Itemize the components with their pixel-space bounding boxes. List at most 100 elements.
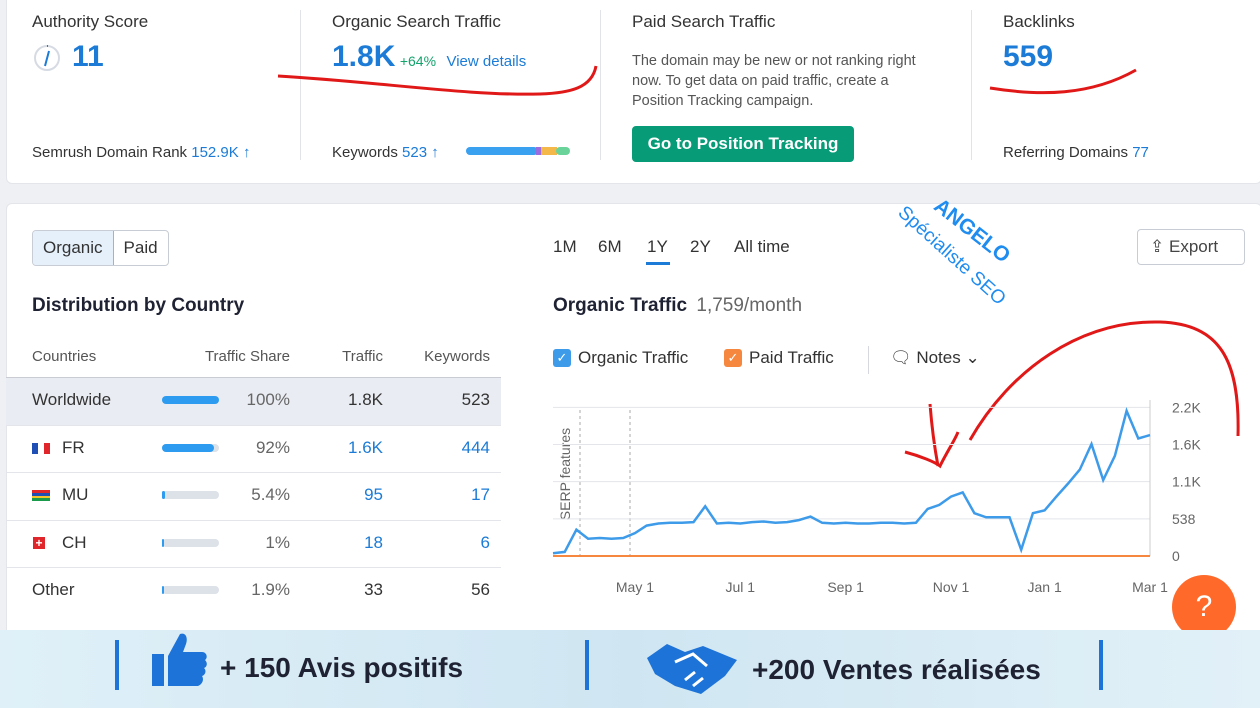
table-row[interactable] <box>6 519 501 568</box>
table-row[interactable] <box>6 472 501 520</box>
column-header: Traffic Share <box>204 348 290 365</box>
footer-value[interactable]: 523 ↑ <box>402 144 439 161</box>
traffic: 33 <box>364 580 383 599</box>
traffic[interactable]: 1.6K <box>348 437 383 457</box>
tab[interactable]: Organic <box>33 231 114 265</box>
metric-footer: Semrush Domain Rank 152.9K ↑ <box>32 144 250 161</box>
period-option[interactable]: 2Y <box>690 237 711 256</box>
country-name: MU <box>62 485 89 504</box>
metric-footer: Referring Domains 77 <box>1003 144 1149 161</box>
flag-part <box>32 490 50 493</box>
notes-label: Notes <box>916 348 961 367</box>
banner <box>0 630 1260 708</box>
help-button[interactable]: ? <box>1172 575 1236 639</box>
share-label: 100% <box>246 390 290 409</box>
legend-checkbox[interactable]: ✓ <box>724 349 742 367</box>
banner-divider <box>1099 640 1103 690</box>
notes-icon: 🗨 <box>890 348 912 367</box>
footer-label: Referring Domains <box>1003 144 1129 161</box>
column-header: Countries <box>32 348 97 365</box>
keywords-bar <box>466 147 570 155</box>
series-line <box>552 407 1151 555</box>
share-track <box>162 538 219 547</box>
period-option[interactable]: All time <box>734 237 790 256</box>
tab-group: Organic Paid <box>32 230 169 266</box>
period-option[interactable]: 1Y <box>647 237 668 256</box>
table-row[interactable] <box>6 377 501 425</box>
traffic[interactable]: 95 <box>364 485 383 504</box>
footer-value[interactable]: 152.9K ↑ <box>191 144 251 161</box>
side-label: SERP features <box>557 428 573 520</box>
scribble <box>989 68 1137 95</box>
notes-button[interactable]: 🗨 Notes ⌄ <box>890 348 980 367</box>
legend-label[interactable]: Organic Traffic <box>578 348 689 367</box>
traffic[interactable]: 18 <box>364 532 383 552</box>
export-icon: ⇪ <box>1150 237 1165 256</box>
share-label: 1% <box>265 532 290 552</box>
period-option[interactable]: 1M <box>553 237 577 256</box>
banner-divider <box>585 640 589 690</box>
footer-value[interactable]: 77 <box>1132 144 1149 161</box>
tab[interactable]: Paid <box>123 238 158 257</box>
share-bar <box>162 586 164 594</box>
traffic: 1.8K <box>348 390 383 409</box>
keywords: 56 <box>471 580 490 599</box>
country-name: CH <box>62 532 87 552</box>
share-bar <box>162 396 219 404</box>
chart-title: Organic Traffic <box>553 295 688 316</box>
divider <box>971 10 972 160</box>
scribble <box>904 320 1240 469</box>
x-tick-label: Jul 1 <box>726 579 756 595</box>
period-option[interactable]: 6M <box>598 237 622 256</box>
legend-checkbox[interactable]: ✓ <box>553 349 571 367</box>
x-tick-label: Mar 1 <box>1132 579 1168 595</box>
share-bar <box>162 491 166 499</box>
y-tick-label: 0 <box>1172 548 1180 564</box>
period-underline <box>646 262 670 265</box>
keywords[interactable]: 17 <box>471 485 490 504</box>
flag-part <box>32 492 50 496</box>
view-details[interactable]: View details <box>446 53 527 70</box>
keywords: 523 <box>461 390 490 409</box>
chart-heading: Organic Traffic 1,759/month <box>553 295 802 317</box>
legend-label[interactable]: Paid Traffic <box>749 348 834 367</box>
metric-title: Paid Search Traffic <box>632 12 776 31</box>
x-tick-label: May 1 <box>616 579 654 595</box>
metric-title: Authority Score <box>32 12 149 31</box>
banner-text: +200 Ventes réalisées <box>752 654 1041 685</box>
column-header: Traffic <box>342 348 383 365</box>
x-tick-label: Nov 1 <box>933 579 970 595</box>
table-row[interactable] <box>6 424 501 473</box>
share-label: 1.9% <box>251 580 290 599</box>
metric-title: Organic Search Traffic <box>332 12 501 31</box>
divider <box>600 10 601 160</box>
flag-part <box>32 498 50 501</box>
metric-value: 559 <box>1003 40 1054 73</box>
metric-title: Backlinks <box>1003 12 1075 31</box>
country-name: Other <box>32 580 75 599</box>
flag-part <box>38 442 44 454</box>
table-row[interactable] <box>6 567 501 615</box>
keywords[interactable]: 444 <box>461 437 490 457</box>
share-label: 92% <box>255 437 290 457</box>
divider <box>300 10 301 160</box>
flag-part <box>32 442 38 454</box>
column-header: Keywords <box>424 348 490 365</box>
export-button[interactable]: ⇪ Export <box>1137 229 1245 265</box>
y-tick-label: 1.6K <box>1172 436 1201 452</box>
share-bar <box>162 443 215 452</box>
metric-footer: Keywords 523 ↑ <box>332 144 439 161</box>
x-tick-label: Jan 1 <box>1028 579 1062 595</box>
y-tick-label: 2.2K <box>1172 399 1201 415</box>
share-bar <box>162 538 164 547</box>
share-track <box>162 586 219 594</box>
banner-text: + 150 Avis positifs <box>220 652 464 683</box>
country-name: Worldwide <box>32 390 112 409</box>
cta-button[interactable]: Go to Position Tracking <box>632 126 854 162</box>
flag-part <box>32 495 50 499</box>
section-title: Distribution by Country <box>32 295 245 316</box>
metric-value-row: 1.8K +64% View details <box>332 40 526 74</box>
keywords[interactable]: 6 <box>480 532 490 552</box>
divider <box>868 346 869 374</box>
